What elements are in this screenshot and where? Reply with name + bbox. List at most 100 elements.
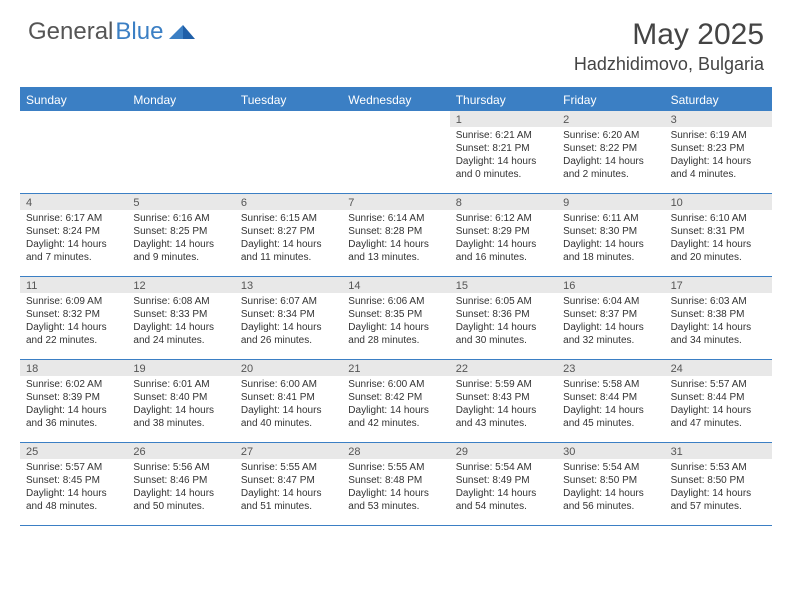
sunrise-text: Sunrise: 6:05 AM <box>456 295 551 308</box>
day-cell: 6Sunrise: 6:15 AMSunset: 8:27 PMDaylight… <box>235 194 342 276</box>
day-number: 10 <box>665 194 772 210</box>
day-cell <box>235 111 342 193</box>
day-info: Sunrise: 5:53 AMSunset: 8:50 PMDaylight:… <box>665 459 772 515</box>
sunset-text: Sunset: 8:45 PM <box>26 474 121 487</box>
daylight-text: Daylight: 14 hours and 24 minutes. <box>133 321 228 347</box>
day-cell: 26Sunrise: 5:56 AMSunset: 8:46 PMDayligh… <box>127 443 234 525</box>
sunrise-text: Sunrise: 6:10 AM <box>671 212 766 225</box>
day-info: Sunrise: 5:55 AMSunset: 8:47 PMDaylight:… <box>235 459 342 515</box>
location: Hadzhidimovo, Bulgaria <box>574 54 764 75</box>
dow-thursday: Thursday <box>450 89 557 111</box>
day-cell: 31Sunrise: 5:53 AMSunset: 8:50 PMDayligh… <box>665 443 772 525</box>
day-cell: 9Sunrise: 6:11 AMSunset: 8:30 PMDaylight… <box>557 194 664 276</box>
sunset-text: Sunset: 8:31 PM <box>671 225 766 238</box>
sunset-text: Sunset: 8:41 PM <box>241 391 336 404</box>
daylight-text: Daylight: 14 hours and 26 minutes. <box>241 321 336 347</box>
daylight-text: Daylight: 14 hours and 30 minutes. <box>456 321 551 347</box>
sunrise-text: Sunrise: 5:54 AM <box>456 461 551 474</box>
week-row: 11Sunrise: 6:09 AMSunset: 8:32 PMDayligh… <box>20 277 772 360</box>
sunset-text: Sunset: 8:22 PM <box>563 142 658 155</box>
daylight-text: Daylight: 14 hours and 57 minutes. <box>671 487 766 513</box>
day-number: 17 <box>665 277 772 293</box>
day-cell <box>20 111 127 193</box>
day-info: Sunrise: 5:54 AMSunset: 8:50 PMDaylight:… <box>557 459 664 515</box>
sunset-text: Sunset: 8:29 PM <box>456 225 551 238</box>
day-info: Sunrise: 6:09 AMSunset: 8:32 PMDaylight:… <box>20 293 127 349</box>
daylight-text: Daylight: 14 hours and 28 minutes. <box>348 321 443 347</box>
sunrise-text: Sunrise: 5:56 AM <box>133 461 228 474</box>
sunset-text: Sunset: 8:35 PM <box>348 308 443 321</box>
daylight-text: Daylight: 14 hours and 13 minutes. <box>348 238 443 264</box>
sunrise-text: Sunrise: 6:11 AM <box>563 212 658 225</box>
day-number: 12 <box>127 277 234 293</box>
sunrise-text: Sunrise: 6:00 AM <box>348 378 443 391</box>
sunrise-text: Sunrise: 6:17 AM <box>26 212 121 225</box>
sunset-text: Sunset: 8:50 PM <box>563 474 658 487</box>
day-cell: 19Sunrise: 6:01 AMSunset: 8:40 PMDayligh… <box>127 360 234 442</box>
day-cell: 18Sunrise: 6:02 AMSunset: 8:39 PMDayligh… <box>20 360 127 442</box>
daylight-text: Daylight: 14 hours and 2 minutes. <box>563 155 658 181</box>
day-cell: 27Sunrise: 5:55 AMSunset: 8:47 PMDayligh… <box>235 443 342 525</box>
day-number: 18 <box>20 360 127 376</box>
daylight-text: Daylight: 14 hours and 56 minutes. <box>563 487 658 513</box>
daylight-text: Daylight: 14 hours and 48 minutes. <box>26 487 121 513</box>
day-info: Sunrise: 5:55 AMSunset: 8:48 PMDaylight:… <box>342 459 449 515</box>
day-info: Sunrise: 5:59 AMSunset: 8:43 PMDaylight:… <box>450 376 557 432</box>
logo-text-2: Blue <box>115 18 163 46</box>
daylight-text: Daylight: 14 hours and 22 minutes. <box>26 321 121 347</box>
day-number: 2 <box>557 111 664 127</box>
day-info: Sunrise: 6:00 AMSunset: 8:42 PMDaylight:… <box>342 376 449 432</box>
logo: GeneralBlue <box>28 18 195 46</box>
sunset-text: Sunset: 8:42 PM <box>348 391 443 404</box>
day-info: Sunrise: 6:11 AMSunset: 8:30 PMDaylight:… <box>557 210 664 266</box>
day-cell: 20Sunrise: 6:00 AMSunset: 8:41 PMDayligh… <box>235 360 342 442</box>
day-cell: 1 Sunrise: 6:21 AMSunset: 8:21 PMDaylight… <box>450 111 557 193</box>
sunset-text: Sunset: 8:23 PM <box>671 142 766 155</box>
day-cell: 13Sunrise: 6:07 AMSunset: 8:34 PMDayligh… <box>235 277 342 359</box>
day-cell: 10Sunrise: 6:10 AMSunset: 8:31 PMDayligh… <box>665 194 772 276</box>
day-number: 1 <box>450 111 557 127</box>
sunrise-text: Sunrise: 5:57 AM <box>26 461 121 474</box>
sunset-text: Sunset: 8:47 PM <box>241 474 336 487</box>
daylight-text: Daylight: 14 hours and 40 minutes. <box>241 404 336 430</box>
sunrise-text: Sunrise: 5:59 AM <box>456 378 551 391</box>
weeks-container: 1Sunrise: 6:21 AMSunset: 8:21 PMDaylight… <box>20 111 772 526</box>
day-cell: 28Sunrise: 5:55 AMSunset: 8:48 PMDayligh… <box>342 443 449 525</box>
day-info: Sunrise: 5:56 AMSunset: 8:46 PMDaylight:… <box>127 459 234 515</box>
daylight-text: Daylight: 14 hours and 51 minutes. <box>241 487 336 513</box>
sunrise-text: Sunrise: 6:15 AM <box>241 212 336 225</box>
day-cell: 25Sunrise: 5:57 AMSunset: 8:45 PMDayligh… <box>20 443 127 525</box>
sunrise-text: Sunrise: 6:21 AM <box>456 129 551 142</box>
day-info: Sunrise: 6:19 AMSunset: 8:23 PMDaylight:… <box>665 127 772 183</box>
day-number: 29 <box>450 443 557 459</box>
daylight-text: Daylight: 14 hours and 4 minutes. <box>671 155 766 181</box>
daylight-text: Daylight: 14 hours and 16 minutes. <box>456 238 551 264</box>
day-number: 3 <box>665 111 772 127</box>
calendar: Sunday Monday Tuesday Wednesday Thursday… <box>20 87 772 526</box>
dow-row: Sunday Monday Tuesday Wednesday Thursday… <box>20 89 772 111</box>
day-number: 13 <box>235 277 342 293</box>
day-cell: 7Sunrise: 6:14 AMSunset: 8:28 PMDaylight… <box>342 194 449 276</box>
daylight-text: Daylight: 14 hours and 47 minutes. <box>671 404 766 430</box>
daylight-text: Daylight: 14 hours and 0 minutes. <box>456 155 551 181</box>
day-cell: 15Sunrise: 6:05 AMSunset: 8:36 PMDayligh… <box>450 277 557 359</box>
daylight-text: Daylight: 14 hours and 36 minutes. <box>26 404 121 430</box>
sunrise-text: Sunrise: 5:54 AM <box>563 461 658 474</box>
day-info: Sunrise: 5:54 AMSunset: 8:49 PMDaylight:… <box>450 459 557 515</box>
daylight-text: Daylight: 14 hours and 9 minutes. <box>133 238 228 264</box>
sunset-text: Sunset: 8:46 PM <box>133 474 228 487</box>
day-info: Sunrise: 5:58 AMSunset: 8:44 PMDaylight:… <box>557 376 664 432</box>
day-number: 21 <box>342 360 449 376</box>
day-number: 15 <box>450 277 557 293</box>
sunset-text: Sunset: 8:43 PM <box>456 391 551 404</box>
day-number: 8 <box>450 194 557 210</box>
sunset-text: Sunset: 8:21 PM <box>456 142 551 155</box>
day-info: Sunrise: 6:12 AMSunset: 8:29 PMDaylight:… <box>450 210 557 266</box>
daylight-text: Daylight: 14 hours and 53 minutes. <box>348 487 443 513</box>
day-number: 11 <box>20 277 127 293</box>
day-cell: 21Sunrise: 6:00 AMSunset: 8:42 PMDayligh… <box>342 360 449 442</box>
sunset-text: Sunset: 8:44 PM <box>563 391 658 404</box>
day-number: 27 <box>235 443 342 459</box>
logo-text-1: General <box>28 18 113 46</box>
day-cell: 29Sunrise: 5:54 AMSunset: 8:49 PMDayligh… <box>450 443 557 525</box>
